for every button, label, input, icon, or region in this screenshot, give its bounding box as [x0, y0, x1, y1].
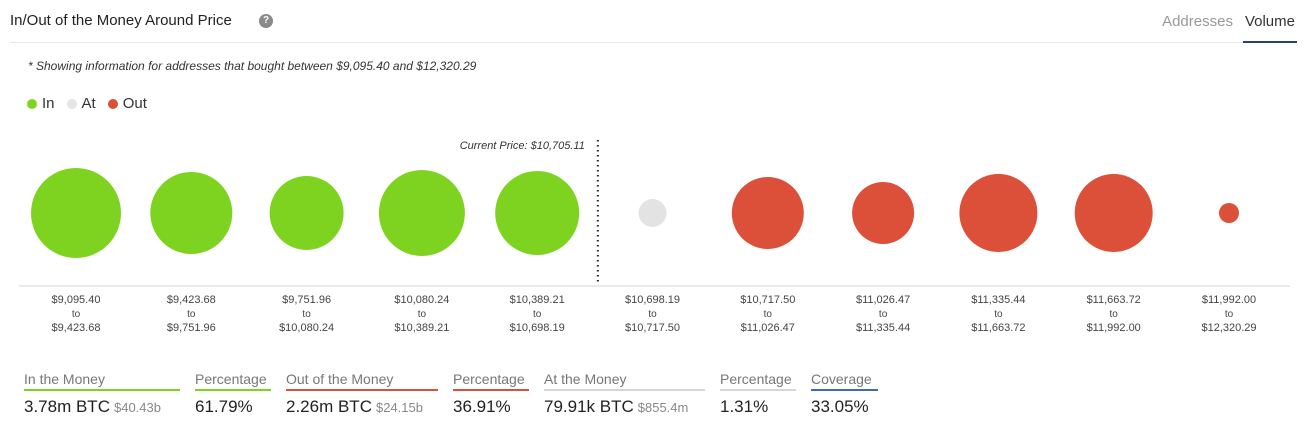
summary-in-money-value: 3.78m BTC $40.43b: [24, 397, 180, 417]
tab-addresses[interactable]: Addresses: [1162, 13, 1233, 30]
range-tick-label: $11,335.44: [856, 322, 910, 334]
summary-in-money-usd: $40.43b: [113, 400, 161, 415]
range-connector-label: to: [994, 309, 1003, 320]
range-tick-label: $9,095.40: [52, 294, 101, 306]
legend-item-in[interactable]: In: [27, 95, 55, 112]
bubble-chart: $9,095.40 to $9,423.68 $9,423.68 to $9,751.96…: [19, 140, 1290, 334]
range-connector-label: to: [764, 309, 773, 320]
summary-out-pct-value: 36.91%: [453, 397, 511, 416]
bubble-out[interactable]: [1074, 174, 1153, 252]
tab-volume[interactable]: Volume: [1242, 10, 1297, 43]
range-tick-label: $10,080.24: [279, 322, 334, 334]
question-circle-icon[interactable]: ?: [259, 14, 273, 28]
range-tick-label: $11,335.44: [971, 294, 1025, 306]
range-note: * Showing information for addresses that…: [28, 59, 477, 73]
bubble-in[interactable]: [269, 176, 344, 250]
legend-label-out: Out: [122, 95, 147, 112]
range-tick-label: $9,751.96: [282, 294, 331, 306]
range-tick-label: $10,698.19: [510, 322, 565, 334]
range-connector-label: to: [302, 309, 311, 320]
view-tabs: Addresses Volume: [1152, 10, 1297, 43]
range-tick-label: $10,389.21: [394, 322, 449, 334]
summary-at-money-usd: $855.4m: [637, 400, 689, 415]
range-tick-label: $11,992.00: [1202, 294, 1256, 306]
summary-in-money: In the Money 3.78m BTC $40.43b: [24, 371, 180, 417]
summary-at-money-label: At the Money: [544, 371, 705, 391]
range-tick-label: $12,320.29: [1201, 322, 1256, 334]
current-price-label: Current Price: $10,705.11: [460, 140, 585, 152]
range-tick-label: $11,663.72: [1087, 294, 1141, 306]
summary-coverage: Coverage 33.05%: [811, 371, 878, 417]
range-connector-label: to: [418, 309, 427, 320]
range-tick-label: $9,423.68: [52, 322, 101, 334]
summary-at-pct-label: Percentage: [720, 371, 796, 391]
summary-out-money-amount: 2.26m BTC: [286, 397, 372, 416]
range-connector-label: to: [1110, 309, 1119, 320]
summary-at-money-value: 79.91k BTC $855.4m: [544, 397, 705, 417]
legend: In At Out: [27, 95, 159, 112]
bubble-out[interactable]: [731, 177, 804, 249]
range-connector-label: to: [879, 309, 888, 320]
bubble-at[interactable]: [638, 199, 667, 227]
range-tick-label: $11,026.47: [741, 322, 795, 334]
range-tick-label: $10,717.50: [740, 294, 795, 306]
range-tick-label: $11,026.47: [856, 294, 910, 306]
legend-dot-in: [27, 98, 37, 109]
summary-out-money-usd: $24.15b: [375, 400, 423, 415]
range-connector-label: to: [1225, 309, 1234, 320]
page-title: In/Out of the Money Around Price: [10, 12, 232, 29]
summary-in-pct-label: Percentage: [195, 371, 271, 391]
bubble-out[interactable]: [959, 174, 1038, 252]
range-tick-label: $9,423.68: [167, 294, 216, 306]
header: In/Out of the Money Around Price ? Addre…: [10, 10, 1297, 43]
range-connector-label: to: [72, 309, 81, 320]
range-connector-label: to: [533, 309, 542, 320]
summary-coverage-label: Coverage: [811, 371, 878, 391]
legend-dot-at: [66, 98, 77, 109]
summary-out-money: Out of the Money 2.26m BTC $24.15b: [286, 371, 438, 417]
summary-at-money: At the Money 79.91k BTC $855.4m: [544, 371, 705, 417]
range-tick-label: $9,751.96: [167, 322, 216, 334]
range-tick-label: $10,080.24: [394, 294, 449, 306]
summary-at-pct: Percentage 1.31%: [720, 371, 796, 417]
bubble-in[interactable]: [378, 170, 465, 256]
bubble-out[interactable]: [1219, 203, 1239, 223]
legend-label-in: In: [42, 95, 55, 112]
summary-out-money-value: 2.26m BTC $24.15b: [286, 397, 438, 417]
summary-in-pct-value: 61.79%: [195, 397, 253, 416]
legend-label-at: At: [81, 95, 96, 112]
range-connector-label: to: [648, 309, 657, 320]
summary-in-money-amount: 3.78m BTC: [24, 397, 110, 416]
legend-item-out[interactable]: Out: [107, 95, 147, 112]
bubble-in[interactable]: [495, 171, 580, 255]
legend-item-at[interactable]: At: [66, 95, 96, 112]
summary-in-pct: Percentage 61.79%: [195, 371, 271, 417]
summary-out-pct-label: Percentage: [453, 371, 529, 391]
summary-coverage-value: 33.05%: [811, 397, 869, 416]
bubble-in[interactable]: [150, 172, 233, 254]
range-tick-label: $10,389.21: [510, 294, 565, 306]
summary-out-money-label: Out of the Money: [286, 371, 438, 391]
range-tick-label: $11,992.00: [1087, 322, 1141, 334]
bubble-out[interactable]: [852, 182, 915, 244]
legend-dot-out: [107, 98, 118, 109]
summary-at-money-amount: 79.91k BTC: [544, 397, 634, 416]
range-tick-label: $11,663.72: [971, 322, 1025, 334]
bubble-in[interactable]: [31, 168, 121, 258]
summary-in-money-label: In the Money: [24, 371, 180, 391]
range-tick-label: $10,717.50: [625, 322, 680, 334]
range-tick-label: $10,698.19: [625, 294, 680, 306]
range-connector-label: to: [187, 309, 196, 320]
summary-at-pct-value: 1.31%: [720, 397, 769, 416]
summary-out-pct: Percentage 36.91%: [453, 371, 529, 417]
